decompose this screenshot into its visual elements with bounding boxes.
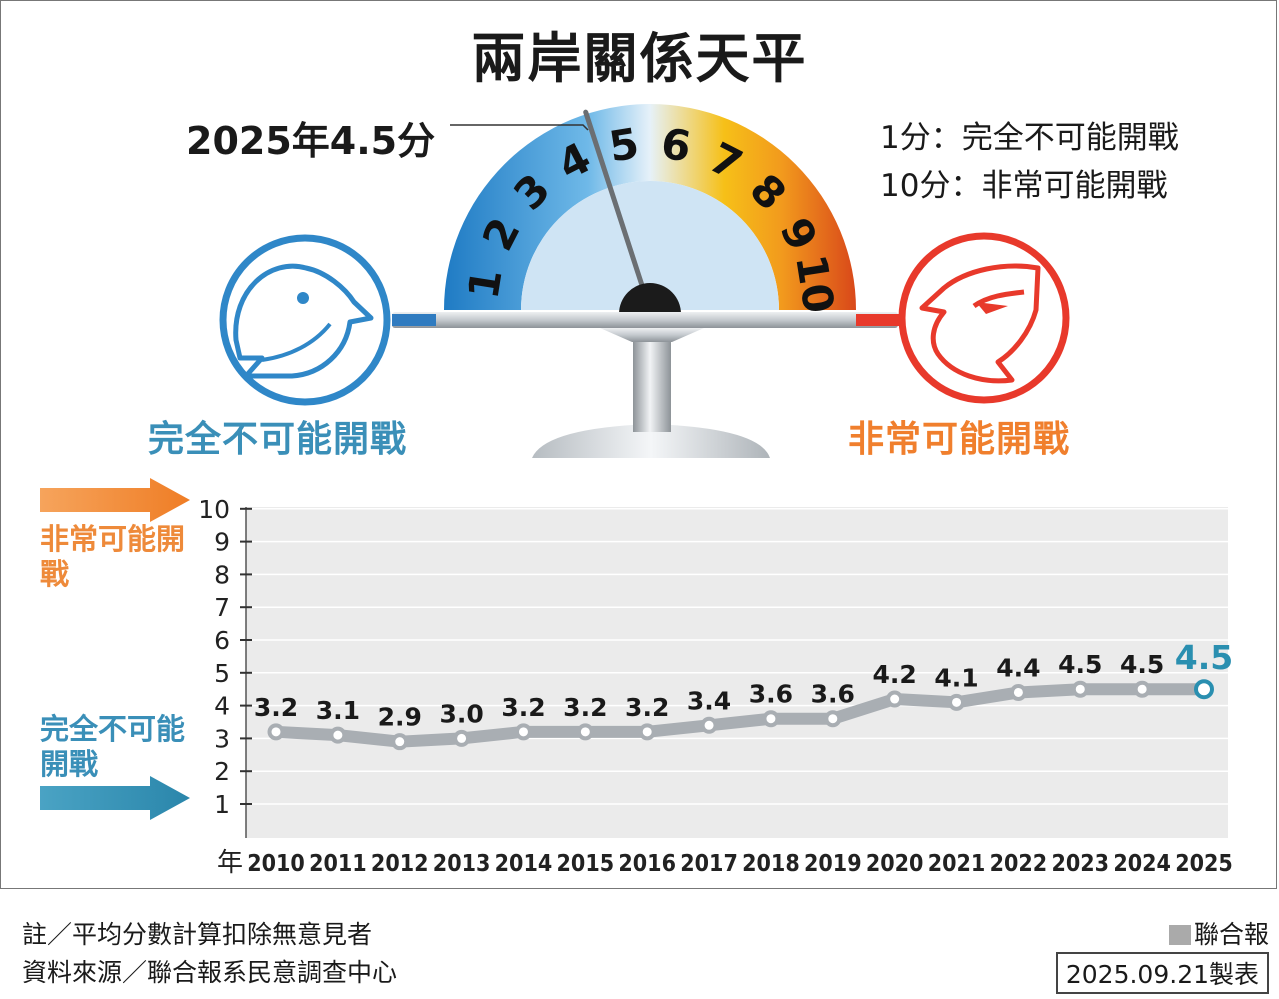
x-tick-label-2022: 2022 [990, 851, 1048, 877]
y-tick-label-2: 2 [214, 757, 230, 786]
y-tick-label-9: 9 [214, 528, 230, 557]
data-points [267, 679, 1214, 751]
data-label-2019: 3.6 [811, 680, 855, 709]
y-tick-label-3: 3 [214, 724, 230, 753]
data-label-2020: 4.2 [873, 660, 917, 689]
x-tick-label-2011: 2011 [309, 851, 367, 877]
brand-mark [1168, 925, 1191, 945]
beam-right-cap [856, 314, 900, 326]
data-label-2011: 3.1 [316, 696, 360, 725]
y-tick-label-10: 10 [198, 495, 230, 524]
trend-chart: 1 2 3 4 5 6 7 8 9 10 2010 2011 2012 2013 2014 2015 2016… [198, 495, 1233, 878]
scale-base [532, 424, 770, 458]
data-point-2023 [1071, 680, 1089, 698]
data-label-2021: 4.1 [934, 663, 978, 692]
x-tick-label-2015: 2015 [557, 851, 615, 877]
axis-top-label: 非常可能開戰 [40, 522, 186, 591]
x-tick-label-2016: 2016 [618, 851, 676, 877]
data-point-2015 [576, 723, 594, 741]
y-tick-label-8: 8 [214, 560, 230, 589]
x-tick-label-2020: 2020 [866, 851, 924, 877]
data-point-2025 [1194, 679, 1214, 700]
x-tick-label-2010: 2010 [247, 851, 305, 877]
gauge-needle [583, 109, 653, 313]
data-point-2016 [638, 723, 656, 741]
x-tick-label-2017: 2017 [680, 851, 738, 877]
x-tick-label-2019: 2019 [804, 851, 862, 877]
graphic-frame [0, 0, 1277, 889]
beam-left-cap [392, 314, 436, 326]
data-label-2017: 3.4 [687, 686, 731, 715]
brand-name: 聯合報 [1193, 920, 1269, 949]
y-tick-label-5: 5 [214, 659, 230, 688]
footnote: 註／平均分數計算扣除無意見者 [22, 920, 373, 949]
chart-title: 兩岸關係天平 [471, 27, 808, 90]
hawk-icon [898, 232, 1070, 404]
data-point-2024 [1133, 680, 1151, 698]
data-label-2018: 3.6 [749, 680, 793, 709]
legend-min: 1分：完全不可能開戰 [880, 120, 1179, 156]
gauge-hub [619, 283, 681, 314]
data-point-2012 [391, 733, 409, 751]
y-tick-label-7: 7 [214, 593, 230, 622]
data-point-2022 [1009, 683, 1027, 701]
y-tick-label-6: 6 [214, 626, 230, 655]
scale-beam [392, 312, 898, 328]
arrow-down-indicator [40, 776, 190, 820]
current-score-label: 2025年4.5分 [186, 119, 436, 163]
score-leader-line [450, 124, 589, 131]
x-tick-label-2018: 2018 [742, 851, 800, 877]
x-axis-tick-labels: 2010 2011 2012 2013 2014 2015 2016 2017 2018 2019… [247, 851, 1233, 877]
data-label-2016: 3.2 [625, 693, 669, 722]
gauge-band [444, 104, 856, 310]
data-label-2013: 3.0 [439, 699, 483, 728]
source-note: 資料來源／聯合報系民意調查中心 [22, 958, 398, 987]
data-point-2013 [453, 729, 471, 747]
x-tick-label-2014: 2014 [495, 851, 553, 877]
data-point-2011 [329, 726, 347, 744]
dove-icon [219, 234, 391, 406]
data-point-2014 [514, 723, 532, 741]
legend-max: 10分：非常可能開戰 [880, 168, 1168, 204]
balance-scale [392, 312, 900, 458]
y-tick-label-4: 4 [214, 692, 230, 721]
data-label-2014: 3.2 [501, 693, 545, 722]
data-point-2021 [948, 693, 966, 711]
x-tick-label-2025: 2025 [1175, 851, 1233, 877]
data-label-2010: 3.2 [254, 693, 298, 722]
x-tick-label-2023: 2023 [1051, 851, 1109, 877]
x-tick-label-2012: 2012 [371, 851, 429, 877]
y-axis-ticks: 1 2 3 4 5 6 7 8 9 10 [198, 495, 252, 819]
arrow-up-indicator [40, 478, 190, 522]
data-label-2012: 2.9 [378, 703, 422, 732]
series-line [270, 683, 1210, 748]
data-point-2018 [762, 710, 780, 728]
data-label-2022: 4.4 [996, 653, 1040, 682]
brand: 聯合報 [1168, 915, 1269, 951]
axis-bottom-label: 完全不可能開戰 [40, 712, 186, 781]
data-labels: 3.2 3.1 2.9 3.0 3.2 3.2 3.2 3.4 3.6 3.6 4.2 4.1 4.4 4… [254, 638, 1233, 731]
side-label-left: 完全不可能開戰 [148, 419, 408, 460]
data-label-2025: 4.5 [1175, 638, 1233, 677]
x-axis-unit: 年 [217, 848, 243, 878]
x-tick-label-2013: 2013 [433, 851, 491, 877]
made-date: 2025.09.21製表 [1055, 952, 1269, 994]
data-label-2023: 4.5 [1058, 650, 1102, 679]
x-tick-label-2024: 2024 [1113, 851, 1171, 877]
data-point-2019 [824, 710, 842, 728]
scale-joint [600, 328, 704, 342]
data-label-2024: 4.5 [1120, 650, 1164, 679]
data-point-2017 [700, 716, 718, 734]
data-label-2015: 3.2 [563, 693, 607, 722]
gauge-inner-face [521, 181, 779, 310]
side-label-right: 非常可能開戰 [848, 419, 1071, 460]
data-point-2010 [267, 723, 285, 741]
data-point-2020 [886, 690, 904, 708]
y-tick-label-1: 1 [214, 790, 230, 819]
x-tick-label-2021: 2021 [928, 851, 986, 877]
gauge-tick-10: 10 [786, 251, 844, 316]
